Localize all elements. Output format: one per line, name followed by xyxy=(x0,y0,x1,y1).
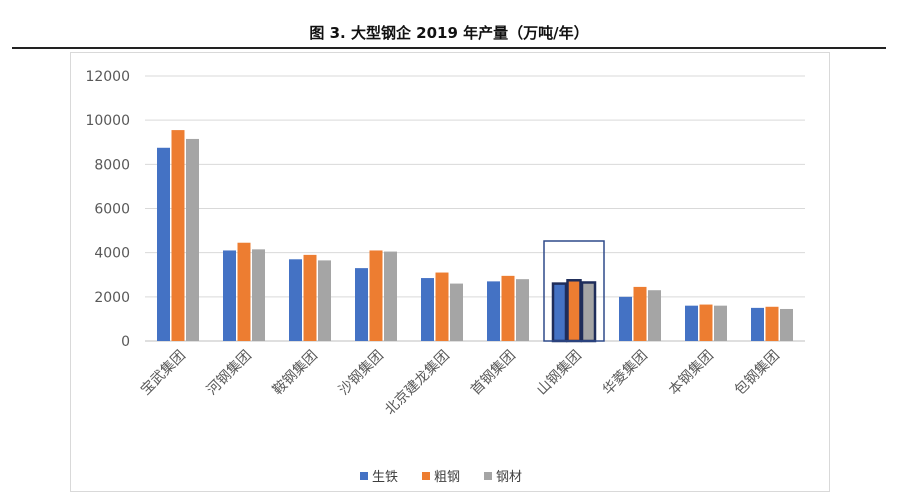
y-tick-label: 8000 xyxy=(94,157,130,173)
x-tick-label: 山钢集团 xyxy=(533,347,585,399)
x-tick-label: 河钢集团 xyxy=(203,347,255,399)
bar xyxy=(318,260,331,341)
y-tick-label: 12000 xyxy=(85,69,130,85)
bar xyxy=(303,254,317,341)
bar xyxy=(633,286,647,341)
bar xyxy=(252,249,265,341)
title-divider xyxy=(12,47,886,49)
x-tick-label: 华菱集团 xyxy=(599,347,651,399)
bar xyxy=(171,130,185,341)
bar xyxy=(619,296,632,341)
bar xyxy=(501,275,515,341)
x-tick-label: 包钢集团 xyxy=(731,347,783,399)
y-tick-label: 10000 xyxy=(85,113,130,129)
bar xyxy=(551,282,568,343)
bar xyxy=(157,147,170,341)
bar xyxy=(751,307,764,341)
chart-title: 图 3. 大型钢企 2019 年产量（万吨/年） xyxy=(309,24,589,42)
bar xyxy=(384,251,397,341)
legend-label: 生铁 xyxy=(372,470,398,485)
bar xyxy=(369,250,383,341)
bar xyxy=(487,281,500,341)
bar xyxy=(223,250,236,341)
bar xyxy=(714,305,727,341)
y-tick-label: 2000 xyxy=(94,290,130,306)
bar xyxy=(516,279,529,341)
bar xyxy=(435,272,449,341)
bar xyxy=(289,259,302,341)
x-tick-label: 宝武集团 xyxy=(137,347,189,399)
highlight-box xyxy=(543,240,605,342)
bar xyxy=(765,306,779,341)
x-tick-label: 沙钢集团 xyxy=(335,347,387,399)
bar xyxy=(685,305,698,341)
y-tick-label: 4000 xyxy=(94,246,130,262)
bar xyxy=(421,278,434,341)
bar xyxy=(699,304,713,341)
bar xyxy=(186,138,199,341)
x-tick-label: 北京建龙集团 xyxy=(381,347,452,418)
legend-swatch xyxy=(484,472,492,480)
x-tick-label: 本钢集团 xyxy=(665,347,717,399)
legend-label: 粗钢 xyxy=(434,470,460,485)
y-tick-label: 0 xyxy=(121,334,130,350)
bar xyxy=(355,268,368,341)
legend-swatch xyxy=(422,472,430,480)
x-tick-label: 首钢集团 xyxy=(467,347,519,399)
bar xyxy=(566,279,582,343)
x-tick-label: 鞍钢集团 xyxy=(269,347,321,399)
legend-swatch xyxy=(360,472,368,480)
bar xyxy=(648,290,661,341)
bar xyxy=(237,242,251,341)
bar xyxy=(580,281,597,343)
legend-label: 钢材 xyxy=(496,470,522,485)
bar xyxy=(450,283,463,341)
bar xyxy=(780,308,793,341)
y-tick-label: 6000 xyxy=(94,202,130,218)
